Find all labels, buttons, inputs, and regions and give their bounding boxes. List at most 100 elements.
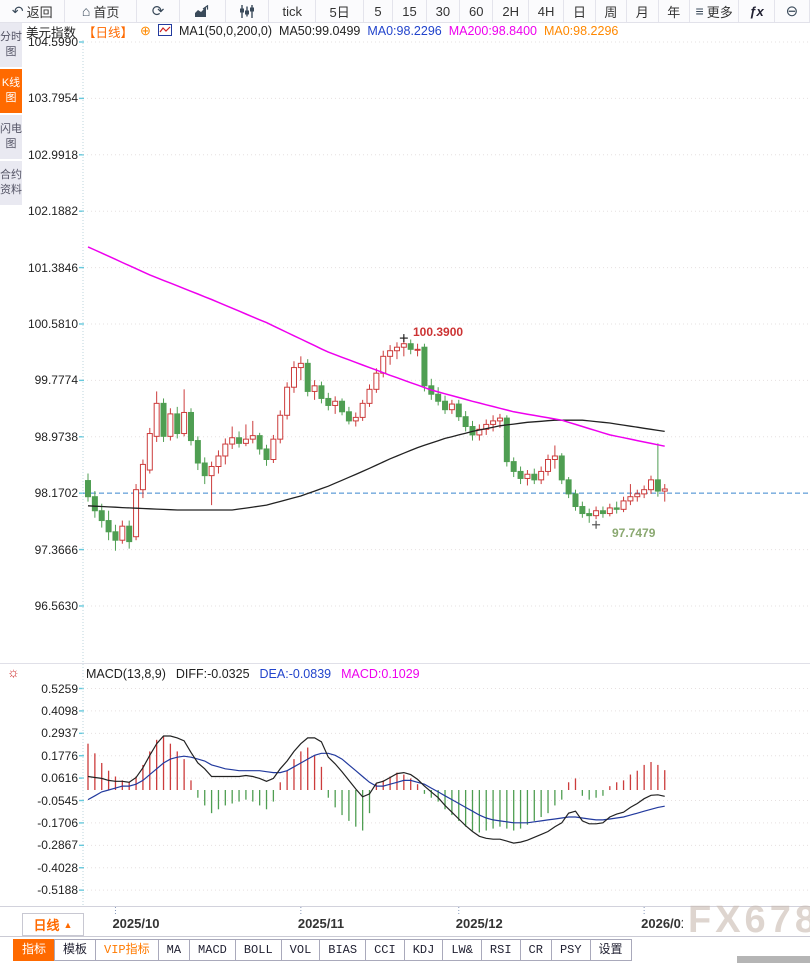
sidebar-tab-contract-info[interactable]: 合约资料 xyxy=(0,161,22,205)
macd-dea-value: DEA:-0.0839 xyxy=(259,667,332,681)
bottombar-indicator-kdj[interactable]: KDJ xyxy=(403,939,444,961)
toolbar-interval-2h-button[interactable]: 2H xyxy=(493,0,529,22)
gridlines xyxy=(79,40,810,914)
sidebar-tab-lightning-chart[interactable]: 闪电图 xyxy=(0,115,22,159)
macd-y-axis-label: 0.5259 xyxy=(41,681,78,696)
macd-y-axis-label: -0.0545 xyxy=(37,793,78,808)
triangle-up-icon: ▲ xyxy=(63,919,73,930)
bottombar-indicator-vol[interactable]: VOL xyxy=(280,939,321,961)
period-label: 【日线】 xyxy=(83,25,134,40)
toolbar-interval-week-button[interactable]: 周 xyxy=(596,0,628,22)
annotation-low-label: 97.7479 xyxy=(612,526,656,540)
toolbar-interval-day-button[interactable]: 日 xyxy=(564,0,596,22)
ma-params: MA1(50,0,200,0) xyxy=(178,24,273,38)
toolbar-interval-5-button[interactable]: 5 xyxy=(364,0,394,22)
bottombar-indicator-ma[interactable]: MA xyxy=(157,939,191,961)
xaxis-divider xyxy=(0,906,810,907)
y-axis-label: 103.7954 xyxy=(27,91,78,106)
toolbar-interval-month-label: 月 xyxy=(635,4,649,20)
bottombar-indicator-lw[interactable]: LW& xyxy=(442,939,482,961)
macd-y-axis-label: -0.1706 xyxy=(37,815,78,830)
toolbar-interval-year-button[interactable]: 年 xyxy=(659,0,690,22)
toolbar-more-label: 更多 xyxy=(706,4,733,20)
y-axis-label: 101.3846 xyxy=(27,260,78,275)
toolbar-interval-60-button[interactable]: 60 xyxy=(460,0,494,22)
diff-line xyxy=(87,735,665,844)
y-axis-label: 102.1882 xyxy=(27,204,78,219)
bottombar-tab-indicators[interactable]: 指标 xyxy=(13,939,56,961)
bottombar-indicator-bias[interactable]: BIAS xyxy=(319,939,367,961)
bottombar-indicator-rsi[interactable]: RSI xyxy=(480,939,521,961)
add-compare-icon[interactable]: ⊕ xyxy=(140,23,151,38)
macd-histogram xyxy=(87,735,666,833)
sidebar: 分时图 K线图 闪电图 合约资料 xyxy=(0,23,22,205)
macd-y-axis-label: -0.2867 xyxy=(37,838,78,853)
toolbar-interval-4h-button[interactable]: 4H xyxy=(529,0,565,22)
bottombar-indicator-cr[interactable]: CR xyxy=(519,939,552,961)
scrollbar-handle[interactable] xyxy=(737,956,810,963)
toolbar-indicator-panel-icon[interactable] xyxy=(226,0,270,22)
toolbar-interval-5d-button[interactable]: 5日 xyxy=(316,0,364,22)
y-axis-label: 98.1702 xyxy=(34,486,78,501)
period-selector-label: 日线 xyxy=(33,918,60,933)
low-marker xyxy=(592,520,601,529)
x-axis-label: 2025/10 xyxy=(112,916,160,931)
bottombar-indicator-boll[interactable]: BOLL xyxy=(234,939,282,961)
toolbar-zoom-out-icon[interactable]: ⊖ xyxy=(775,0,810,22)
bottombar-tab-templates[interactable]: 模板 xyxy=(54,939,97,961)
bottombar-indicator-macd[interactable]: MACD xyxy=(189,939,236,961)
sidebar-tab-time-chart[interactable]: 分时图 xyxy=(0,23,22,67)
toolbar-refresh-icon[interactable]: ⟳ xyxy=(137,0,181,22)
chart-header: 美元指数 【日线】 ⊕ MA1(50,0,200,0) MA50:99.0499… xyxy=(26,23,618,40)
toolbar-home-button[interactable]: ⌂ 首页 xyxy=(65,0,137,22)
toolbar-interval-30-button[interactable]: 30 xyxy=(427,0,461,22)
toolbar-back-button[interactable]: ↶ 返回 xyxy=(0,0,66,22)
ma200-line xyxy=(87,246,665,447)
toolbar-interval-15-button[interactable]: 15 xyxy=(393,0,427,22)
x-axis-label: 2025/12 xyxy=(455,916,503,931)
toolbar-interval-tick-button[interactable]: tick xyxy=(269,0,317,22)
instrument-title: 美元指数 xyxy=(26,25,77,40)
sidebar-tab-kline-chart[interactable]: K线图 xyxy=(0,69,22,113)
ma0-value-blue: MA0:98.2296 xyxy=(367,24,442,38)
period-selector[interactable]: 日线 ▲ xyxy=(22,913,84,936)
y-axis-label: 98.9738 xyxy=(34,429,78,444)
bottombar-indicator-cci[interactable]: CCI xyxy=(365,939,405,961)
bottombar-indicator-psy[interactable]: PSY xyxy=(550,939,591,961)
toolbar-fx-icon[interactable]: ƒx xyxy=(739,0,775,22)
macd-params: MACD(13,8,9) xyxy=(86,667,166,681)
ma50-line xyxy=(87,419,665,511)
macd-y-axis-label: 0.4098 xyxy=(41,703,78,718)
toolbar-interval-4h-label: 4H xyxy=(537,3,555,19)
panel-divider xyxy=(0,663,810,664)
macd-y-axis-label: -0.4028 xyxy=(37,860,78,875)
toolbar-interval-tick-label: tick xyxy=(282,3,302,19)
x-axis-label: 2025/11 xyxy=(297,916,345,931)
toolbar-interval-30-label: 30 xyxy=(435,3,451,19)
macd-y-axis-label: 0.2937 xyxy=(41,726,78,741)
toolbar-interval-5d-label: 5日 xyxy=(329,4,350,20)
toolbar-interval-2h-label: 2H xyxy=(502,3,519,19)
macd-header: MACD(13,8,9) DIFF:-0.0325 DEA:-0.0839 MA… xyxy=(86,667,420,681)
y-axis-label: 102.9918 xyxy=(27,147,78,162)
macd-settings-icon[interactable]: ☼ xyxy=(7,664,20,680)
bottombar-tab-vip-indicators[interactable]: VIP指标 xyxy=(95,939,159,961)
mini-chart-icon xyxy=(157,23,172,39)
macd-y-axis-label: 0.0616 xyxy=(41,771,78,786)
toolbar-chart-type-icon[interactable] xyxy=(180,0,226,22)
top-toolbar: ↶ 返回 ⌂ 首页 ⟳ tick 5日 5 15 30 60 2H 4H 日 周 月 年 ≡ 更多 ƒx ⊖ xyxy=(0,0,810,23)
bottombar-settings[interactable]: 设置 xyxy=(589,939,632,961)
ma50-value: MA50:99.0499 xyxy=(279,24,361,38)
bottombar-divider xyxy=(0,936,810,937)
toolbar-interval-month-button[interactable]: 月 xyxy=(627,0,659,22)
toolbar-interval-5-label: 5 xyxy=(374,3,382,19)
macd-y-axis-label: -0.5188 xyxy=(37,883,78,898)
toolbar-more-button[interactable]: ≡ 更多 xyxy=(690,0,740,22)
high-marker xyxy=(399,334,408,343)
bottom-toolbar: 指标 模板 VIP指标 MA MACD BOLL VOL BIAS CCI KDJ LW& RSI CR… xyxy=(13,939,632,961)
annotation-high-label: 100.3900 xyxy=(413,325,464,339)
y-axis-label: 99.7774 xyxy=(34,373,78,388)
watermark: FX678 xyxy=(688,899,810,941)
